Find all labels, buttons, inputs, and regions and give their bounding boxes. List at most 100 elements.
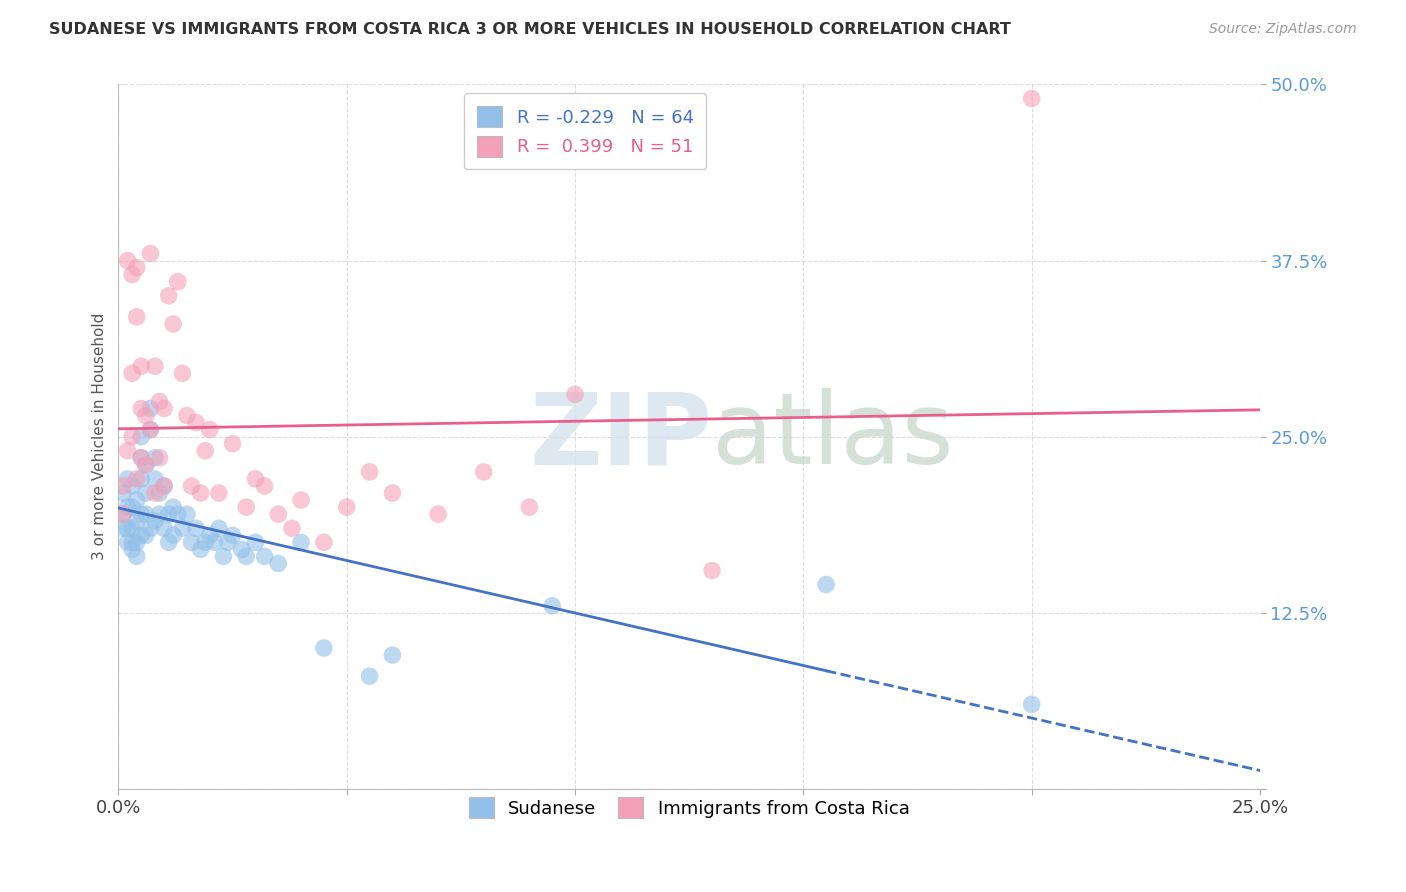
Point	[148, 486, 170, 500]
Point	[121, 500, 143, 515]
Point	[111, 486, 134, 500]
Point	[1021, 91, 1043, 105]
Point	[235, 500, 257, 515]
Point	[253, 549, 276, 564]
Point	[267, 557, 290, 571]
Text: Source: ZipAtlas.com: Source: ZipAtlas.com	[1209, 22, 1357, 37]
Point	[121, 430, 143, 444]
Point	[117, 535, 139, 549]
Point	[336, 500, 359, 515]
Point	[111, 521, 134, 535]
Point	[129, 450, 152, 465]
Point	[125, 310, 148, 324]
Point	[121, 479, 143, 493]
Point	[129, 450, 152, 465]
Point	[121, 535, 143, 549]
Point	[139, 521, 162, 535]
Point	[267, 507, 290, 521]
Point	[111, 479, 134, 493]
Point	[111, 507, 134, 521]
Point	[231, 542, 253, 557]
Text: SUDANESE VS IMMIGRANTS FROM COSTA RICA 3 OR MORE VEHICLES IN HOUSEHOLD CORRELATI: SUDANESE VS IMMIGRANTS FROM COSTA RICA 3…	[49, 22, 1011, 37]
Point	[208, 521, 231, 535]
Point	[427, 507, 450, 521]
Point	[117, 253, 139, 268]
Point	[290, 535, 312, 549]
Point	[172, 521, 194, 535]
Point	[194, 535, 217, 549]
Point	[135, 458, 157, 472]
Point	[121, 542, 143, 557]
Point	[194, 443, 217, 458]
Point	[148, 450, 170, 465]
Point	[121, 521, 143, 535]
Point	[125, 472, 148, 486]
Point	[139, 423, 162, 437]
Point	[162, 500, 184, 515]
Point	[135, 528, 157, 542]
Point	[125, 535, 148, 549]
Point	[117, 521, 139, 535]
Point	[472, 465, 495, 479]
Point	[121, 366, 143, 380]
Point	[184, 416, 207, 430]
Point	[212, 549, 235, 564]
Point	[129, 401, 152, 416]
Point	[148, 507, 170, 521]
Point	[166, 275, 188, 289]
Legend: Sudanese, Immigrants from Costa Rica: Sudanese, Immigrants from Costa Rica	[458, 787, 921, 830]
Y-axis label: 3 or more Vehicles in Household: 3 or more Vehicles in Household	[93, 313, 107, 560]
Point	[221, 436, 243, 450]
Point	[135, 486, 157, 500]
Point	[111, 507, 134, 521]
Point	[172, 366, 194, 380]
Point	[143, 450, 166, 465]
Point	[125, 260, 148, 275]
Point	[253, 479, 276, 493]
Point	[190, 486, 212, 500]
Point	[359, 465, 381, 479]
Point	[176, 507, 198, 521]
Point	[245, 535, 267, 549]
Point	[135, 507, 157, 521]
Point	[129, 507, 152, 521]
Point	[166, 507, 188, 521]
Point	[153, 521, 176, 535]
Point	[359, 669, 381, 683]
Point	[125, 549, 148, 564]
Point	[312, 535, 335, 549]
Point	[381, 486, 404, 500]
Point	[815, 577, 838, 591]
Point	[290, 493, 312, 508]
Point	[129, 430, 152, 444]
Point	[281, 521, 304, 535]
Point	[198, 423, 221, 437]
Point	[184, 521, 207, 535]
Point	[162, 528, 184, 542]
Point	[129, 528, 152, 542]
Point	[157, 289, 180, 303]
Point	[153, 479, 176, 493]
Point	[125, 514, 148, 528]
Text: atlas: atlas	[711, 388, 953, 485]
Point	[221, 528, 243, 542]
Point	[217, 535, 239, 549]
Point	[381, 648, 404, 662]
Point	[143, 514, 166, 528]
Point	[541, 599, 564, 613]
Point	[148, 394, 170, 409]
Point	[180, 535, 202, 549]
Point	[312, 640, 335, 655]
Point	[117, 443, 139, 458]
Point	[208, 486, 231, 500]
Point	[129, 472, 152, 486]
Point	[139, 401, 162, 416]
Point	[162, 317, 184, 331]
Point	[135, 409, 157, 423]
Point	[121, 268, 143, 282]
Point	[143, 472, 166, 486]
Point	[202, 535, 225, 549]
Point	[176, 409, 198, 423]
Point	[1021, 698, 1043, 712]
Point	[153, 401, 176, 416]
